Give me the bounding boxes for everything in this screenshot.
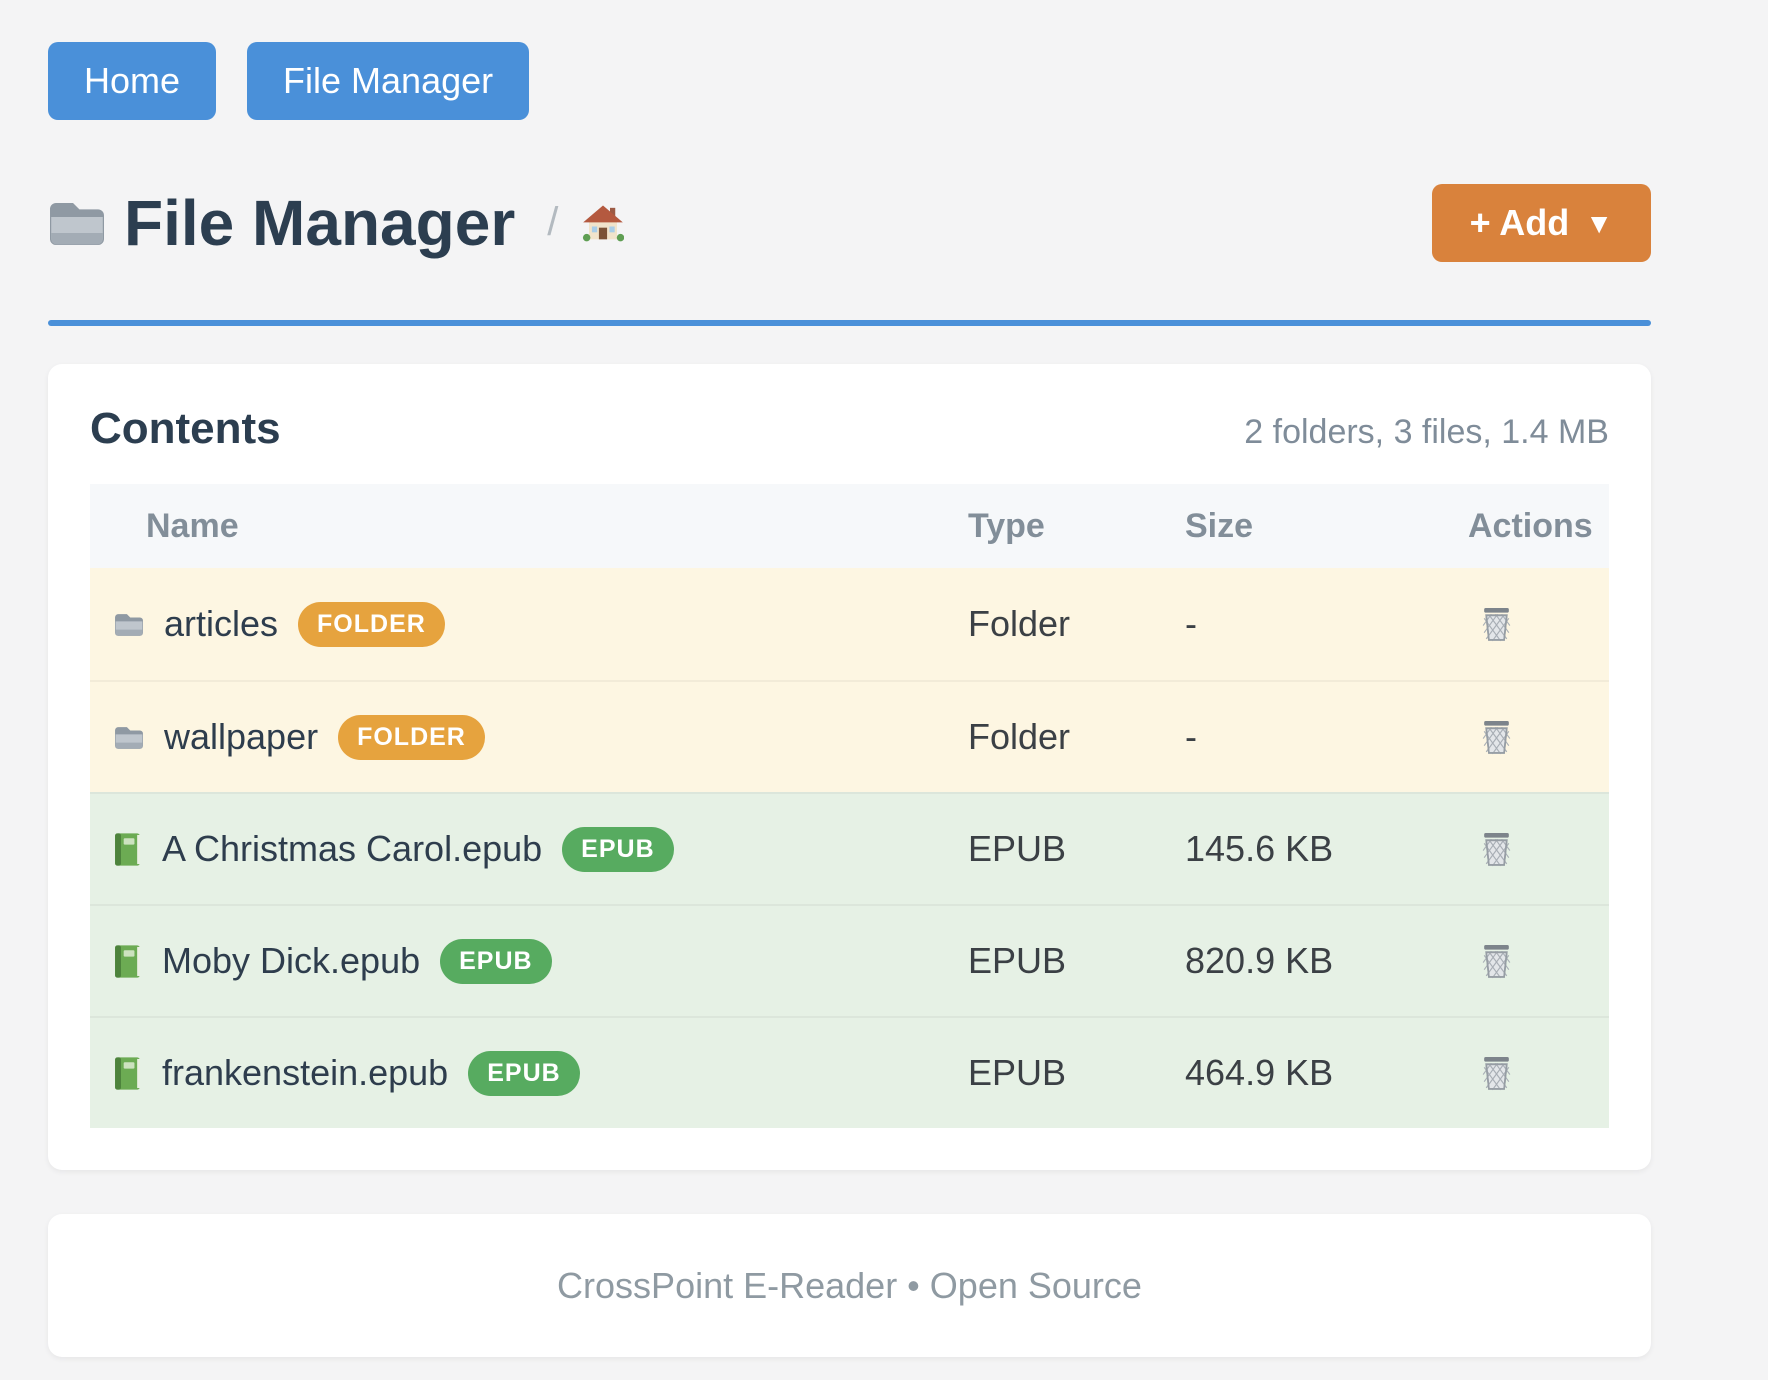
- home-nav-button[interactable]: Home: [48, 42, 217, 120]
- file-type: EPUB: [968, 828, 1067, 869]
- add-button[interactable]: + Add ▼: [1431, 184, 1651, 262]
- table-header-row: Name Type Size Actions: [90, 484, 1609, 568]
- footer-card: CrossPoint E-Reader • Open Source: [48, 1214, 1651, 1357]
- file-actions-cell: [1468, 1055, 1609, 1092]
- file-size: 820.9 KB: [1185, 940, 1334, 981]
- file-actions-cell: [1468, 943, 1609, 980]
- file-name: A Christmas Carol.epub: [162, 828, 543, 869]
- file-row[interactable]: articles FOLDER Folder -: [90, 568, 1609, 680]
- file-row[interactable]: Moby Dick.epub EPUB EPUB 820.9 KB: [90, 904, 1609, 1016]
- folder-icon: [114, 725, 144, 750]
- delete-button[interactable]: [1480, 1055, 1513, 1092]
- trash-icon: [1480, 1055, 1513, 1092]
- folder-icon: [114, 612, 144, 637]
- contents-card: Contents 2 folders, 3 files, 1.4 MB Name…: [48, 364, 1651, 1170]
- delete-button[interactable]: [1480, 606, 1513, 643]
- file-name: wallpaper: [164, 716, 319, 757]
- file-actions-cell: [1468, 606, 1609, 643]
- column-header-actions: Actions: [1468, 506, 1593, 545]
- page: Home File Manager File Manager / + Add ▼…: [48, 0, 1651, 1357]
- file-row[interactable]: A Christmas Carol.epub EPUB EPUB 145.6 K…: [90, 792, 1609, 904]
- contents-table-body: articles FOLDER Folder - wallpaper FOLDE…: [90, 568, 1609, 1128]
- file-name-cell: frankenstein.epub EPUB: [90, 1050, 968, 1096]
- footer-text: CrossPoint E-Reader • Open Source: [557, 1264, 1142, 1306]
- header-divider: [48, 320, 1651, 326]
- trash-icon: [1480, 719, 1513, 756]
- title-wrap: File Manager /: [48, 186, 625, 259]
- contents-title: Contents: [90, 404, 281, 453]
- delete-button[interactable]: [1480, 831, 1513, 868]
- file-actions-cell: [1468, 831, 1609, 868]
- file-type: Folder: [968, 716, 1071, 757]
- file-row[interactable]: wallpaper FOLDER Folder -: [90, 680, 1609, 792]
- book-icon: [114, 1056, 142, 1091]
- contents-summary: 2 folders, 3 files, 1.4 MB: [1244, 413, 1609, 451]
- file-name: articles: [164, 603, 279, 644]
- file-size: -: [1185, 716, 1197, 757]
- file-badge: EPUB: [562, 826, 674, 872]
- top-nav: Home File Manager: [48, 0, 1651, 120]
- delete-button[interactable]: [1480, 943, 1513, 980]
- column-header-name: Name: [146, 506, 239, 545]
- breadcrumb-separator: /: [547, 200, 559, 245]
- column-header-size: Size: [1185, 506, 1254, 545]
- trash-icon: [1480, 831, 1513, 868]
- file-size: 464.9 KB: [1185, 1052, 1334, 1093]
- file-name-cell: Moby Dick.epub EPUB: [90, 938, 968, 984]
- file-actions-cell: [1468, 719, 1609, 756]
- book-icon: [114, 944, 142, 979]
- book-icon: [114, 832, 142, 867]
- chevron-down-icon: ▼: [1585, 208, 1613, 239]
- file-name: Moby Dick.epub: [162, 940, 421, 981]
- file-badge: FOLDER: [338, 714, 485, 760]
- file-size: -: [1185, 603, 1197, 644]
- file-name-cell: A Christmas Carol.epub EPUB: [90, 826, 968, 872]
- file-name-cell: articles FOLDER: [90, 601, 968, 647]
- file-size: 145.6 KB: [1185, 828, 1334, 869]
- file-type: Folder: [968, 603, 1071, 644]
- file-name: frankenstein.epub: [162, 1052, 449, 1093]
- file-table: Name Type Size Actions articles FOLDER F…: [90, 484, 1609, 1128]
- home-icon[interactable]: [582, 204, 625, 242]
- page-title: File Manager: [124, 186, 516, 259]
- column-header-type: Type: [968, 506, 1045, 545]
- file-badge: EPUB: [440, 938, 552, 984]
- delete-button[interactable]: [1480, 719, 1513, 756]
- file-type: EPUB: [968, 940, 1067, 981]
- contents-head: Contents 2 folders, 3 files, 1.4 MB: [90, 404, 1609, 454]
- file-badge: EPUB: [468, 1050, 580, 1096]
- file-manager-nav-button[interactable]: File Manager: [247, 42, 530, 120]
- page-header: File Manager / + Add ▼: [48, 184, 1651, 262]
- file-row[interactable]: frankenstein.epub EPUB EPUB 464.9 KB: [90, 1016, 1609, 1128]
- folder-icon: [48, 199, 106, 247]
- trash-icon: [1480, 606, 1513, 643]
- file-badge: FOLDER: [298, 601, 445, 647]
- trash-icon: [1480, 943, 1513, 980]
- file-name-cell: wallpaper FOLDER: [90, 714, 968, 760]
- file-type: EPUB: [968, 1052, 1067, 1093]
- add-button-label: + Add: [1469, 202, 1570, 243]
